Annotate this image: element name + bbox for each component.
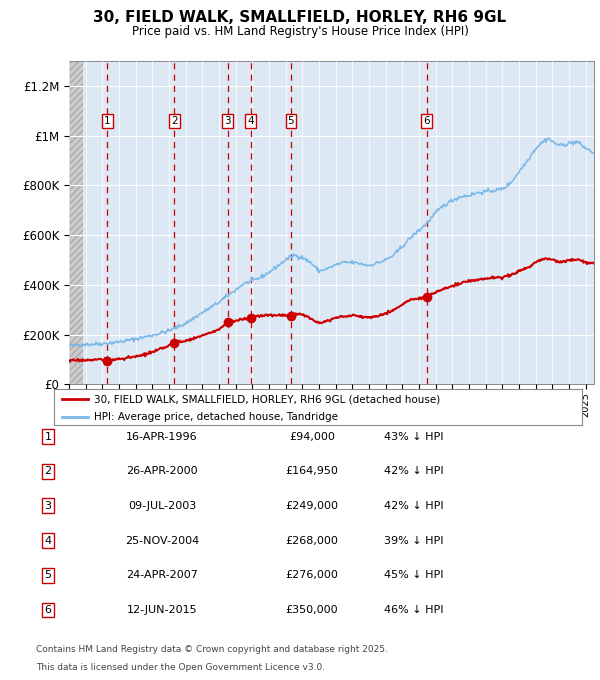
Text: £276,000: £276,000: [286, 571, 338, 580]
Text: 5: 5: [44, 571, 52, 580]
Text: Price paid vs. HM Land Registry's House Price Index (HPI): Price paid vs. HM Land Registry's House …: [131, 25, 469, 38]
Text: £94,000: £94,000: [289, 432, 335, 441]
Text: 6: 6: [423, 116, 430, 126]
Text: 4: 4: [247, 116, 254, 126]
Text: 5: 5: [287, 116, 295, 126]
Text: 3: 3: [44, 501, 52, 511]
Text: 12-JUN-2015: 12-JUN-2015: [127, 605, 197, 615]
Bar: [69, 61, 83, 384]
Text: 26-APR-2000: 26-APR-2000: [126, 466, 198, 476]
Text: 2: 2: [171, 116, 178, 126]
Text: 39% ↓ HPI: 39% ↓ HPI: [384, 536, 443, 545]
Text: 2: 2: [44, 466, 52, 476]
Text: This data is licensed under the Open Government Licence v3.0.: This data is licensed under the Open Gov…: [36, 663, 325, 672]
Text: 42% ↓ HPI: 42% ↓ HPI: [384, 466, 443, 476]
Text: 16-APR-1996: 16-APR-1996: [126, 432, 198, 441]
Text: HPI: Average price, detached house, Tandridge: HPI: Average price, detached house, Tand…: [94, 412, 338, 422]
Text: 42% ↓ HPI: 42% ↓ HPI: [384, 501, 443, 511]
Text: Contains HM Land Registry data © Crown copyright and database right 2025.: Contains HM Land Registry data © Crown c…: [36, 645, 388, 654]
Text: £164,950: £164,950: [286, 466, 338, 476]
Text: £350,000: £350,000: [286, 605, 338, 615]
Text: 1: 1: [104, 116, 110, 126]
Text: 30, FIELD WALK, SMALLFIELD, HORLEY, RH6 9GL: 30, FIELD WALK, SMALLFIELD, HORLEY, RH6 …: [94, 10, 506, 25]
Text: 1: 1: [44, 432, 52, 441]
Text: £249,000: £249,000: [286, 501, 338, 511]
Text: 46% ↓ HPI: 46% ↓ HPI: [384, 605, 443, 615]
Text: 6: 6: [44, 605, 52, 615]
Text: 25-NOV-2004: 25-NOV-2004: [125, 536, 199, 545]
Text: 43% ↓ HPI: 43% ↓ HPI: [384, 432, 443, 441]
Text: 45% ↓ HPI: 45% ↓ HPI: [384, 571, 443, 580]
Text: 3: 3: [224, 116, 231, 126]
Text: £268,000: £268,000: [286, 536, 338, 545]
Text: 4: 4: [44, 536, 52, 545]
Text: 09-JUL-2003: 09-JUL-2003: [128, 501, 196, 511]
Text: 24-APR-2007: 24-APR-2007: [126, 571, 198, 580]
Text: 30, FIELD WALK, SMALLFIELD, HORLEY, RH6 9GL (detached house): 30, FIELD WALK, SMALLFIELD, HORLEY, RH6 …: [94, 394, 440, 404]
